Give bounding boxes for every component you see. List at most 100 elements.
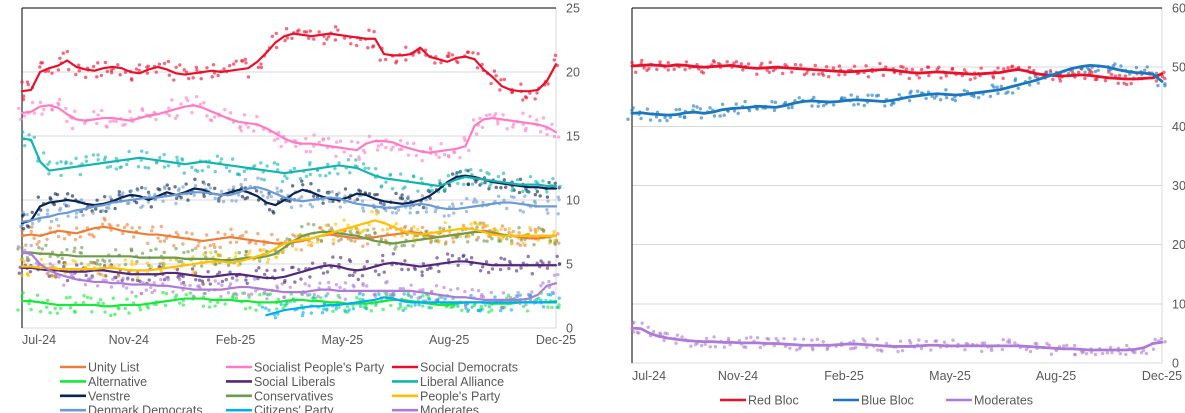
data-point[interactable] [248, 306, 252, 310]
data-point[interactable] [103, 155, 108, 159]
data-point[interactable] [164, 291, 169, 296]
data-point[interactable] [816, 104, 820, 109]
data-point[interactable] [521, 304, 526, 309]
data-point[interactable] [354, 158, 358, 162]
data-point[interactable] [260, 305, 265, 309]
data-point[interactable] [227, 64, 232, 68]
data-point[interactable] [166, 59, 171, 64]
data-point[interactable] [421, 205, 426, 210]
data-point[interactable] [384, 208, 388, 213]
data-point[interactable] [907, 76, 911, 81]
data-point[interactable] [292, 166, 297, 171]
data-point[interactable] [484, 260, 489, 264]
data-point[interactable] [399, 172, 403, 176]
data-point[interactable] [98, 263, 102, 267]
data-point[interactable] [265, 260, 270, 265]
data-point[interactable] [59, 173, 63, 178]
data-point[interactable] [35, 242, 39, 246]
data-point[interactable] [1125, 343, 1129, 348]
data-point[interactable] [793, 62, 798, 67]
data-point[interactable] [480, 181, 484, 186]
data-point[interactable] [204, 233, 209, 237]
data-point[interactable] [121, 191, 125, 195]
bloc-polling-chart[interactable]: 0 10 20 30 40 50 60 Jul-24 Nov-24 Feb-25 May-25 Aug… [600, 0, 1185, 413]
data-point[interactable] [682, 115, 687, 120]
data-point[interactable] [379, 142, 384, 147]
data-point[interactable] [399, 305, 403, 309]
data-point[interactable] [1002, 67, 1006, 71]
data-point[interactable] [134, 67, 139, 71]
data-point[interactable] [294, 144, 298, 149]
data-point[interactable] [996, 66, 1000, 70]
data-point[interactable] [884, 341, 889, 346]
data-point[interactable] [450, 253, 455, 258]
data-point[interactable] [1093, 69, 1098, 74]
data-point[interactable] [162, 61, 167, 66]
data-point[interactable] [303, 282, 307, 286]
data-point[interactable] [1118, 351, 1123, 356]
data-point[interactable] [466, 50, 471, 54]
data-point[interactable] [62, 264, 66, 269]
data-point[interactable] [54, 217, 59, 222]
data-point[interactable] [228, 270, 232, 274]
data-point[interactable] [235, 172, 240, 176]
data-point[interactable] [382, 270, 386, 274]
data-point[interactable] [317, 140, 322, 144]
data-point[interactable] [817, 72, 821, 76]
data-point[interactable] [672, 67, 676, 72]
data-point[interactable] [231, 62, 236, 66]
data-point[interactable] [150, 290, 154, 295]
data-point[interactable] [118, 73, 122, 77]
data-point[interactable] [184, 70, 189, 74]
data-point[interactable] [365, 259, 369, 264]
data-point[interactable] [75, 226, 79, 230]
data-point[interactable] [117, 307, 121, 311]
data-point[interactable] [207, 305, 212, 309]
data-point[interactable] [394, 211, 399, 215]
data-point[interactable] [105, 69, 110, 74]
data-point[interactable] [243, 57, 248, 62]
data-point[interactable] [493, 226, 497, 231]
data-point[interactable] [535, 189, 540, 194]
data-point[interactable] [1109, 72, 1114, 77]
data-point[interactable] [95, 121, 99, 126]
data-point[interactable] [466, 182, 471, 187]
data-point[interactable] [284, 27, 289, 31]
data-point[interactable] [342, 36, 347, 40]
data-point[interactable] [391, 252, 395, 256]
data-point[interactable] [168, 258, 173, 262]
data-point[interactable] [345, 304, 350, 309]
data-point[interactable] [311, 296, 315, 300]
data-point[interactable] [193, 270, 197, 274]
data-point[interactable] [53, 306, 57, 311]
data-point[interactable] [254, 268, 259, 273]
legend-label[interactable]: Conservatives [254, 389, 333, 403]
data-point[interactable] [279, 189, 284, 193]
data-point[interactable] [810, 104, 814, 108]
data-point[interactable] [42, 107, 46, 112]
data-point[interactable] [487, 187, 491, 191]
x-axis-tick-label[interactable]: Feb-25 [216, 333, 256, 347]
data-point[interactable] [293, 280, 297, 284]
data-point[interactable] [135, 278, 140, 283]
data-point[interactable] [176, 188, 181, 193]
data-point[interactable] [311, 194, 316, 198]
data-point[interactable] [223, 108, 227, 112]
data-point[interactable] [524, 126, 528, 131]
data-point[interactable] [137, 68, 141, 73]
y-axis-tick-label[interactable]: 50 [1172, 61, 1185, 75]
data-point[interactable] [145, 261, 150, 265]
data-point[interactable] [299, 248, 304, 252]
data-point[interactable] [795, 348, 799, 352]
data-point[interactable] [849, 346, 853, 351]
data-point[interactable] [229, 227, 233, 232]
data-point[interactable] [515, 294, 520, 299]
data-point[interactable] [139, 158, 143, 162]
data-point[interactable] [77, 63, 81, 67]
data-point[interactable] [1035, 342, 1039, 346]
data-point[interactable] [174, 65, 178, 69]
data-point[interactable] [495, 119, 500, 123]
data-point[interactable] [494, 185, 498, 190]
legend-label[interactable]: Liberal Alliance [420, 375, 504, 389]
data-point[interactable] [416, 296, 420, 300]
